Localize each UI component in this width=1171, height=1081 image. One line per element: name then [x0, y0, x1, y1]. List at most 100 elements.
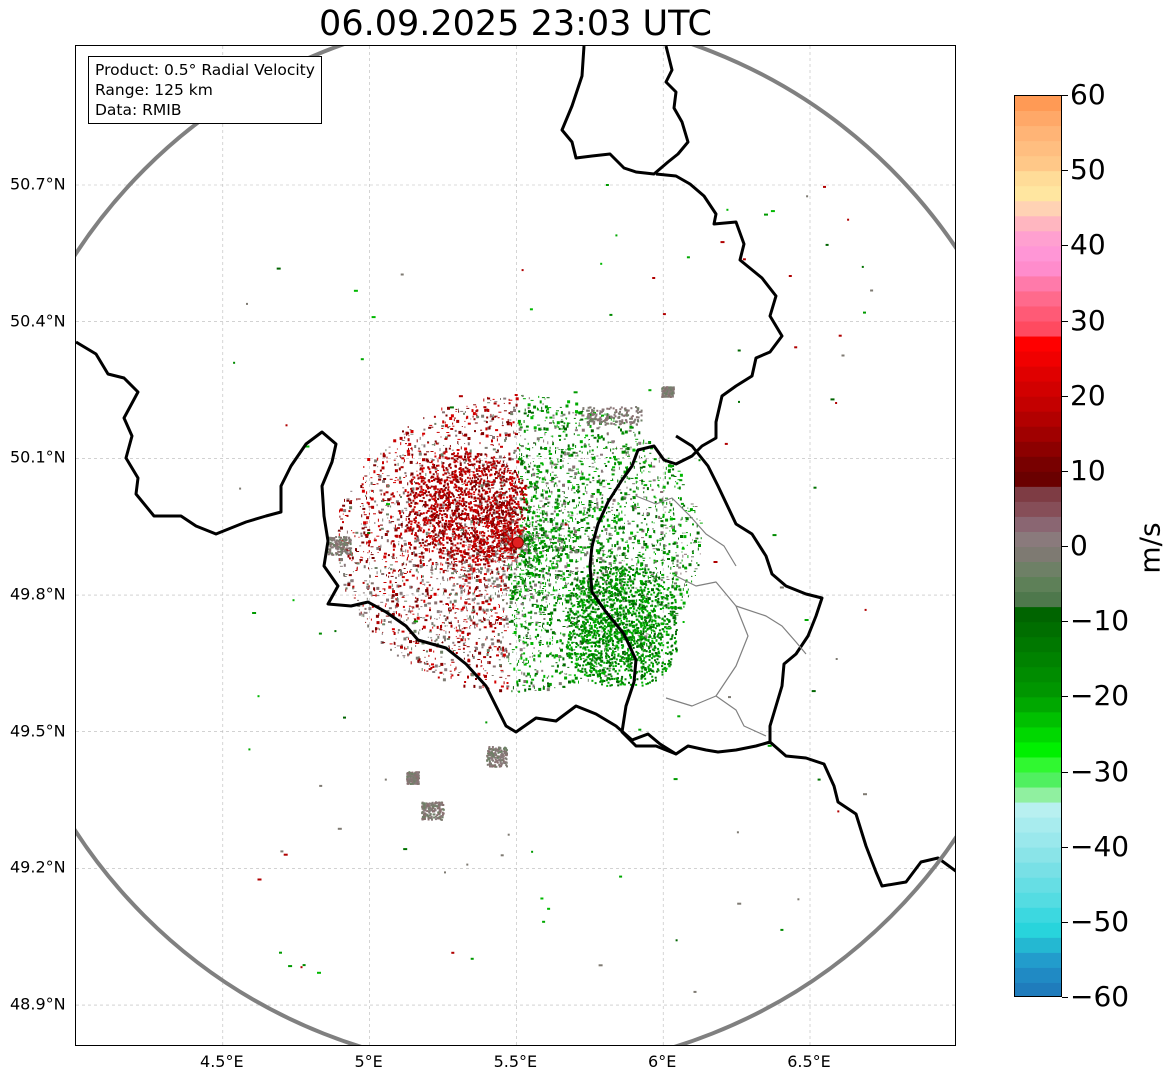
radar-echo — [464, 681, 467, 683]
radar-echo — [494, 477, 498, 479]
radar-echo — [468, 591, 471, 594]
radar-echo — [476, 602, 480, 605]
radar-echo — [598, 675, 601, 677]
radar-echo — [651, 576, 654, 578]
radar-echo — [524, 565, 526, 568]
radar-echo — [514, 557, 517, 561]
radar-echo — [421, 668, 423, 671]
radar-echo — [520, 536, 524, 538]
radar-echo — [417, 659, 420, 663]
radar-echo — [368, 607, 372, 611]
radar-echo — [468, 586, 471, 590]
radar-echo — [592, 507, 595, 510]
radar-echo — [493, 585, 497, 587]
radar-echo — [574, 571, 578, 575]
radar-echo — [487, 397, 491, 400]
radar-echo — [484, 551, 486, 554]
radar-echo — [540, 583, 542, 585]
radar-echo — [520, 517, 522, 519]
radar-echo — [415, 645, 417, 647]
radar-echo — [418, 608, 420, 610]
radar-echo — [661, 536, 664, 540]
radar-echo — [505, 437, 507, 440]
radar-echo — [535, 497, 539, 499]
radar-echo — [421, 444, 423, 446]
radar-echo — [545, 559, 547, 562]
radar-echo — [640, 565, 644, 566]
radar-echo — [496, 557, 500, 559]
radar-echo — [379, 591, 382, 592]
radar-echo — [417, 493, 421, 497]
radar-echo — [594, 535, 598, 538]
radar-echo — [385, 615, 389, 617]
radar-echo — [509, 643, 512, 645]
radar-echo — [569, 592, 571, 594]
radar-echo — [521, 569, 525, 571]
radar-echo — [641, 457, 643, 458]
radar-echo — [518, 427, 522, 431]
radar-echo — [411, 606, 415, 608]
radar-echo — [505, 490, 508, 493]
radar-echo — [644, 442, 648, 444]
radar-echo — [562, 572, 564, 576]
radar-echo — [376, 474, 380, 475]
radar-echo — [513, 572, 516, 575]
radar-echo — [358, 609, 360, 611]
radar-echo — [589, 481, 592, 484]
radar-echo — [468, 488, 470, 491]
radar-echo — [502, 561, 506, 563]
radar-echo — [443, 445, 445, 446]
radar-echo — [382, 588, 386, 590]
radar-echo — [521, 576, 523, 579]
radar-echo — [431, 496, 433, 500]
radar-echo — [534, 588, 536, 592]
radar-echo — [509, 557, 511, 560]
radar-echo — [614, 566, 618, 569]
radar-echo — [593, 460, 595, 462]
radar-echo — [571, 488, 573, 491]
radar-echo — [474, 597, 476, 600]
radar-echo — [486, 509, 489, 512]
radar-echo — [539, 652, 542, 655]
radar-echo — [393, 641, 395, 645]
radar-echo — [467, 675, 469, 679]
radar-echo — [460, 446, 462, 450]
radar-echo — [503, 564, 506, 566]
radar-echo — [381, 500, 385, 502]
radar-map[interactable] — [75, 45, 956, 1046]
radar-echo — [604, 574, 608, 577]
radar-echo — [412, 641, 415, 643]
radar-echo — [409, 527, 412, 530]
radar-echo — [428, 597, 432, 599]
radar-echo — [519, 547, 521, 549]
radar-echo — [499, 433, 502, 437]
radar-echo — [568, 554, 570, 558]
radar-echo — [465, 526, 468, 528]
radar-echo — [553, 539, 554, 541]
radar-echo — [439, 571, 441, 574]
radar-echo — [599, 542, 603, 546]
radar-echo — [505, 615, 508, 617]
radar-echo — [542, 505, 545, 508]
radar-echo — [379, 489, 383, 492]
radar-echo — [514, 568, 518, 571]
radar-echo — [562, 464, 564, 468]
radar-echo — [535, 621, 539, 624]
radar-echo — [678, 486, 681, 490]
radar-echo — [674, 574, 677, 577]
radar-echo — [498, 573, 500, 575]
radar-echo — [363, 521, 367, 525]
radar-echo — [456, 570, 457, 574]
radar-echo — [365, 480, 367, 482]
radar-echo — [505, 465, 508, 468]
radar-echo — [448, 539, 451, 541]
radar-echo — [412, 607, 414, 610]
radar-echo — [690, 503, 694, 505]
radar-echo — [526, 448, 530, 450]
radar-echo — [625, 554, 627, 556]
radar-echo — [672, 507, 674, 511]
radar-echo — [392, 568, 395, 570]
radar-echo — [458, 504, 461, 505]
radar-echo — [450, 664, 452, 666]
radar-echo — [509, 544, 513, 548]
